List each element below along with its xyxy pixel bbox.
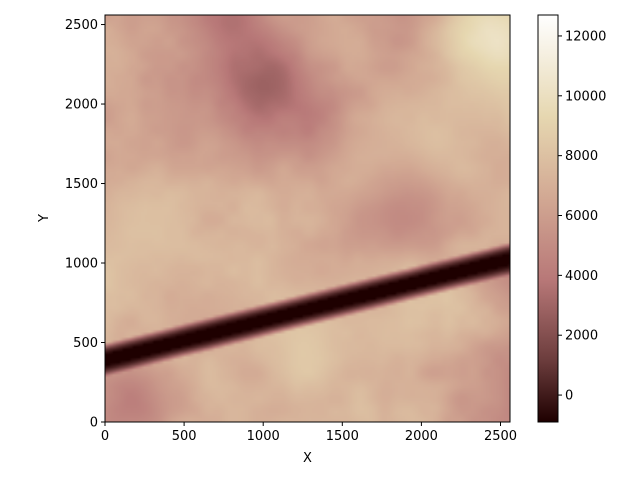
x-axis: 0 500 1000 1500 2000 2500 <box>101 422 517 444</box>
colorbar-tick-label: 10000 <box>565 89 606 104</box>
x-axis-label: X <box>303 451 312 466</box>
colorbar-ticks: 0 2000 4000 6000 8000 10000 12000 <box>558 29 606 404</box>
y-tick-label: 1000 <box>65 257 98 272</box>
x-tick-label: 1000 <box>247 429 280 444</box>
y-tick-label: 500 <box>73 336 98 351</box>
x-tick-label: 500 <box>172 429 197 444</box>
plot-frame <box>104 14 511 423</box>
heatmap-image <box>105 15 510 422</box>
y-tick-label: 0 <box>90 416 98 431</box>
x-tick-label: 0 <box>101 429 109 444</box>
colorbar-gradient <box>537 14 559 423</box>
colorbar-tick-label: 6000 <box>565 209 598 224</box>
y-axis: 0 500 1000 1500 2000 2500 <box>65 18 105 431</box>
x-tick-label: 2500 <box>484 429 517 444</box>
colorbar-tick-label: 12000 <box>565 29 606 44</box>
colorbar-tick-label: 2000 <box>565 329 598 344</box>
colorbar-tick-label: 4000 <box>565 269 598 284</box>
y-axis-label: Y <box>37 214 52 223</box>
plot-area <box>104 14 511 423</box>
y-tick-label: 1500 <box>65 177 98 192</box>
x-tick-label: 1500 <box>326 429 359 444</box>
colorbar: 0 2000 4000 6000 8000 10000 12000 <box>537 14 606 423</box>
y-tick-label: 2500 <box>65 18 98 33</box>
colorbar-tick-label: 8000 <box>565 149 598 164</box>
colorbar-tick-label: 0 <box>565 389 573 404</box>
x-tick-label: 2000 <box>405 429 438 444</box>
y-tick-label: 2000 <box>65 98 98 113</box>
